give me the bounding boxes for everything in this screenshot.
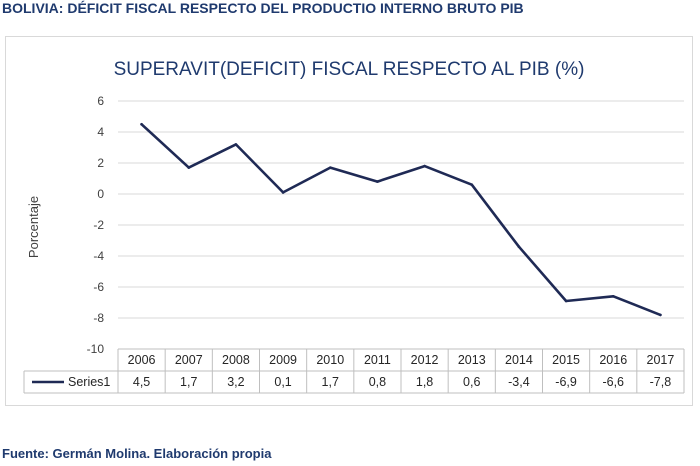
page-header: BOLIVIA: DÉFICIT FISCAL RESPECTO DEL PRO… [2, 0, 524, 16]
data-point [659, 313, 662, 317]
data-label: 3,2 [227, 375, 244, 389]
x-tick-label: 2013 [458, 353, 486, 367]
gridlines [118, 100, 684, 319]
source-note: Fuente: Germán Molina. Elaboración propi… [2, 446, 272, 461]
data-point [517, 245, 521, 248]
data-point [187, 166, 191, 169]
data-point [234, 143, 238, 146]
legend-label: Series1 [68, 375, 110, 389]
data-label: -6,6 [602, 375, 624, 389]
data-label: -3,4 [508, 375, 530, 389]
x-tick-label: 2015 [552, 353, 580, 367]
y-tick-label: -6 [93, 280, 104, 294]
line-chart: SUPERAVIT(DEFICIT) FISCAL RESPECTO AL PI… [23, 59, 685, 394]
data-table: 2006 2007 2008 2009 2010 2011 2012 2013 2014 2015… [23, 348, 685, 394]
x-tick-label: 2009 [269, 353, 297, 367]
data-label: 0,6 [463, 375, 480, 389]
data-label: 1,8 [416, 375, 433, 389]
data-point [140, 122, 143, 126]
data-label: 0,1 [274, 375, 291, 389]
data-label: 0,8 [369, 375, 386, 389]
chart-frame: SUPERAVIT(DEFICIT) FISCAL RESPECTO AL PI… [5, 36, 693, 406]
x-tick-label: 2011 [364, 353, 391, 367]
data-label: 1,7 [180, 375, 197, 389]
data-point [281, 191, 285, 194]
x-tick-label: 2014 [505, 353, 533, 367]
chart-title: SUPERAVIT(DEFICIT) FISCAL RESPECTO AL PI… [114, 59, 585, 80]
data-label: 1,7 [322, 375, 339, 389]
x-tick-label: 2006 [128, 353, 156, 367]
y-tick-label: -4 [93, 249, 104, 263]
x-tick-label: 2008 [222, 353, 250, 367]
data-point [376, 180, 379, 183]
x-tick-label: 2007 [175, 353, 203, 367]
series-line-layer [140, 122, 662, 317]
y-tick-label: 2 [97, 156, 104, 170]
x-tick-label: 2017 [647, 353, 675, 367]
x-tick-label: 2010 [316, 353, 344, 367]
data-point [423, 164, 426, 168]
x-tick-label: 2016 [599, 353, 627, 367]
y-tick-label: -2 [93, 218, 104, 232]
y-tick-label: -10 [87, 342, 105, 356]
data-point [470, 183, 474, 186]
data-point [611, 295, 615, 298]
y-tick-label: 0 [97, 187, 104, 201]
data-label: -7,8 [650, 375, 672, 389]
y-tick-label: 4 [97, 125, 104, 139]
y-tick-label: -8 [93, 311, 104, 325]
y-tick-labels: 6 4 2 0 -2 -4 -6 -8 -10 [87, 94, 105, 356]
data-label: -6,9 [555, 375, 577, 389]
y-tick-label: 6 [97, 94, 104, 108]
series-line [140, 123, 662, 317]
y-axis-label: Porcentaje [26, 196, 41, 258]
data-label: 4,5 [133, 375, 150, 389]
data-point [564, 299, 568, 303]
data-point [328, 166, 332, 169]
x-tick-label: 2012 [411, 353, 439, 367]
